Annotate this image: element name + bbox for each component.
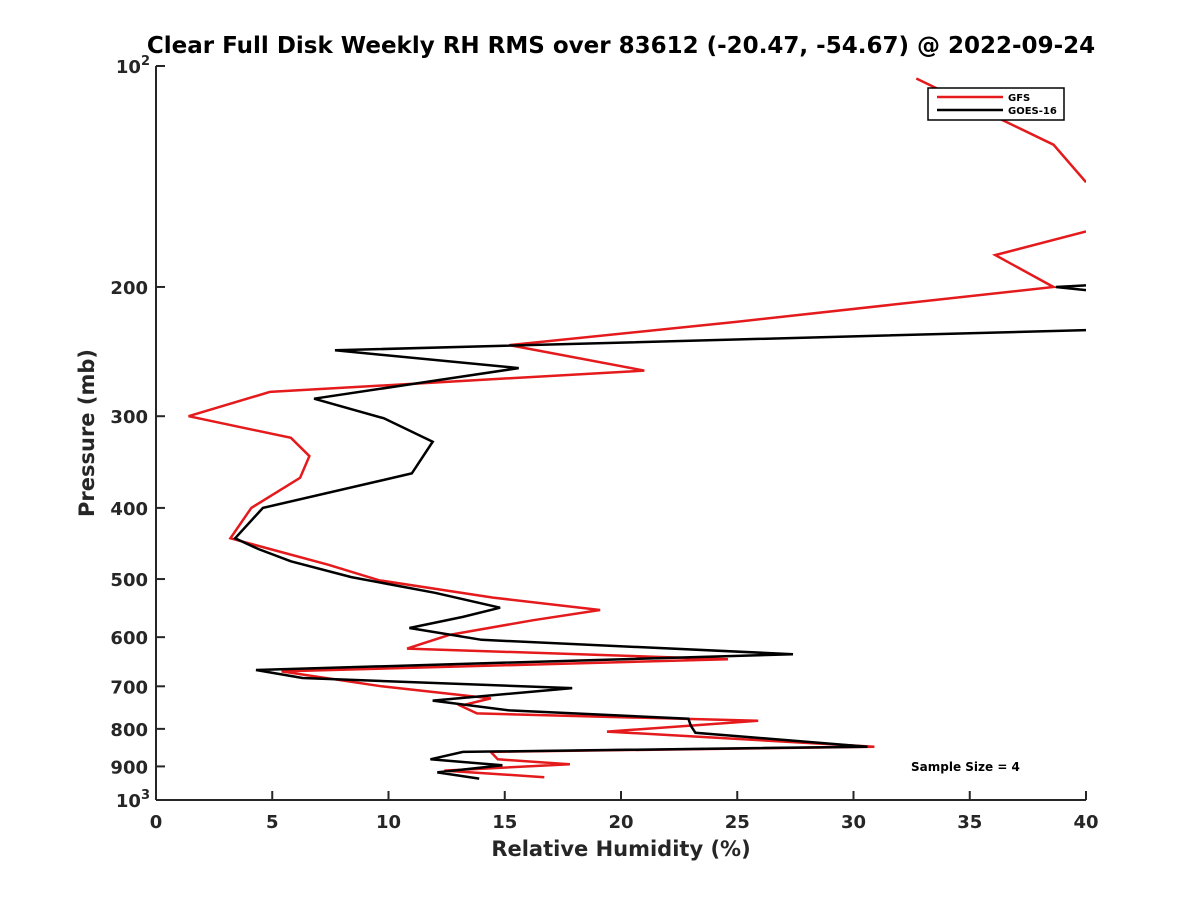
x-tick-label: 40 — [1073, 812, 1098, 833]
x-tick-label: 25 — [725, 812, 750, 833]
series-line-goes-16-segment-0 — [233, 328, 1086, 780]
x-tick-label: 5 — [266, 812, 279, 833]
legend: GFS GOES-16 — [927, 87, 1065, 121]
legend-box — [927, 87, 1065, 121]
x-tick-label: 0 — [150, 812, 163, 833]
y-tick-label: 500 — [110, 570, 148, 591]
x-tick-label: 20 — [608, 812, 633, 833]
y-tick-label: 900 — [110, 757, 148, 778]
x-tick-label: 35 — [957, 812, 982, 833]
series-line-gfs-segment-0 — [188, 230, 1086, 779]
y-tick-label: 200 — [110, 278, 148, 299]
x-ticks: 0 5 10 15 20 25 30 35 40 — [150, 791, 1099, 833]
x-tick-label: 10 — [376, 812, 401, 833]
legend-label-gfs: GFS — [1008, 93, 1030, 104]
chart-title: Clear Full Disk Weekly RH RMS over 83612… — [147, 33, 1095, 59]
y-tick-label: 300 — [110, 407, 148, 428]
y-tick-label: 103 — [116, 788, 150, 812]
y-tick-label: 102 — [116, 54, 150, 78]
y-tick-label: 800 — [110, 720, 148, 741]
y-tick-label: 700 — [110, 677, 148, 698]
y-tick-label: 600 — [110, 628, 148, 649]
x-tick-label: 15 — [492, 812, 517, 833]
sample-size-annotation: Sample Size = 4 — [911, 760, 1020, 774]
y-tick-label: 400 — [110, 499, 148, 520]
y-axis-label: Pressure (mb) — [75, 349, 99, 517]
x-axis-label: Relative Humidity (%) — [491, 837, 750, 861]
y-ticks: 102 200 300 400 500 600 700 800 900 103 — [110, 54, 165, 812]
series-line-goes-16-segment-1 — [1055, 284, 1086, 292]
legend-label-goes16: GOES-16 — [1008, 106, 1057, 117]
x-tick-label: 30 — [841, 812, 866, 833]
